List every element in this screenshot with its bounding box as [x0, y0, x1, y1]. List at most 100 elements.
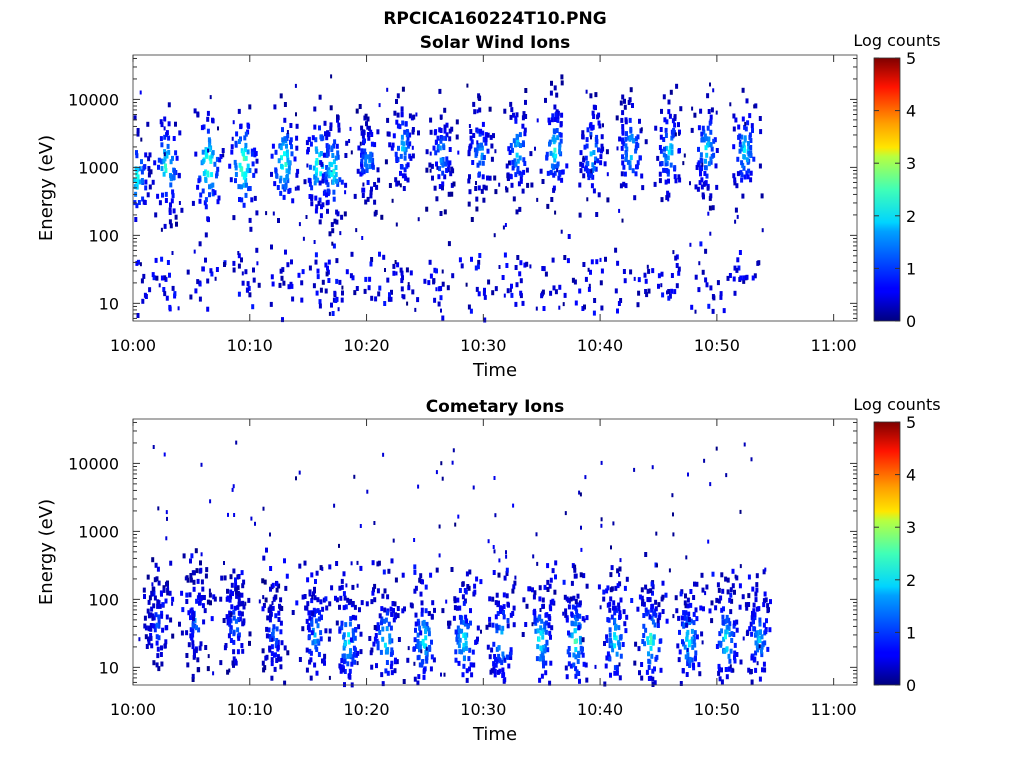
spectrogram-cell	[755, 587, 759, 593]
spectrogram-cell	[550, 117, 554, 123]
spectrogram-cell	[376, 129, 380, 135]
spectrogram-cell	[353, 635, 357, 641]
spectrogram-cell	[295, 172, 299, 178]
spectrogram-cell	[457, 150, 460, 155]
spectrogram-cell	[146, 192, 150, 198]
spectrogram-cell	[708, 608, 712, 614]
spectrogram-cell	[360, 148, 364, 154]
spectrogram-cell	[174, 214, 178, 220]
spectrogram-cell	[334, 165, 338, 170]
spectrogram-cell	[734, 219, 737, 224]
spectrogram-cell	[485, 624, 489, 630]
spectrogram-cell	[578, 212, 582, 218]
spectrogram-cell	[597, 120, 601, 126]
spectrogram-cell	[323, 660, 326, 666]
spectrogram-cell	[199, 560, 202, 566]
spectrogram-cell	[534, 628, 538, 634]
spectrogram-cell	[745, 170, 749, 176]
spectrogram-cell	[234, 162, 238, 168]
spectrogram-cell	[760, 634, 764, 640]
spectrogram-cell	[455, 605, 459, 611]
spectrogram-cell	[680, 615, 684, 621]
spectrogram-cell	[276, 639, 280, 645]
spectrogram-cell	[401, 146, 404, 152]
spectrogram-cell	[283, 177, 287, 183]
spectrogram-cell	[206, 306, 210, 312]
spectrogram-cell	[228, 668, 231, 673]
spectrogram-cell	[220, 575, 224, 581]
spectrogram-cell	[665, 119, 669, 125]
spectrogram-cell	[492, 641, 496, 647]
spectrogram-cell	[244, 147, 247, 153]
spectrogram-cell	[466, 624, 470, 630]
spectrogram-cell	[653, 622, 657, 628]
y-tick-label: 100	[88, 590, 119, 609]
spectrogram-cell	[206, 599, 210, 605]
spectrogram-cell	[343, 595, 347, 601]
spectrogram-cell	[523, 131, 527, 137]
spectrogram-cell	[514, 115, 518, 121]
spectrogram-cell	[236, 627, 240, 633]
spectrogram-cell	[407, 285, 411, 291]
spectrogram-cell	[735, 652, 739, 657]
spectrogram-cell	[584, 276, 588, 282]
spectrogram-cell	[270, 675, 274, 681]
spectrogram-cell	[348, 139, 351, 143]
spectrogram-cell	[491, 596, 495, 602]
spectrogram-cell	[381, 626, 385, 632]
spectrogram-cell	[573, 628, 577, 634]
spectrogram-cell	[279, 620, 283, 626]
spectrogram-cell	[201, 149, 205, 155]
spectrogram-cell	[167, 135, 171, 141]
spectrogram-cell	[330, 162, 334, 168]
spectrogram-cell	[435, 161, 438, 167]
spectrogram-cell	[732, 623, 736, 629]
spectrogram-cell	[721, 588, 725, 594]
spectrogram-cell	[539, 625, 543, 631]
spectrogram-cell	[416, 639, 420, 644]
spectrogram-cell	[251, 161, 255, 167]
spectrogram-cell	[169, 159, 173, 165]
spectrogram-cell	[286, 157, 290, 163]
spectrogram-cell	[177, 172, 181, 178]
spectrogram-cell	[192, 579, 196, 585]
spectrogram-cell	[148, 184, 152, 190]
spectrogram-cell	[629, 126, 633, 132]
spectrogram-cell	[441, 476, 444, 481]
spectrogram-cell	[549, 634, 552, 640]
spectrogram-cell	[198, 296, 202, 302]
spectrogram-cell	[454, 649, 458, 655]
spectrogram-cell	[664, 168, 668, 173]
spectrogram-cell	[573, 621, 577, 627]
spectrogram-cell	[430, 639, 433, 645]
spectrogram-cell	[231, 136, 234, 141]
spectrogram-cell	[657, 647, 661, 653]
spectrogram-cell	[640, 127, 643, 132]
spectrogram-cell	[400, 270, 404, 276]
spectrogram-cell	[707, 303, 711, 309]
spectrogram-cell	[204, 152, 208, 158]
spectrogram-cell	[463, 632, 467, 638]
spectrogram-cell	[242, 604, 246, 610]
spectrogram-cell	[482, 184, 486, 190]
spectrogram-cell	[360, 164, 364, 170]
spectrogram-cell	[654, 599, 658, 605]
spectrogram-cell	[467, 304, 471, 310]
spectrogram-cell	[739, 509, 742, 514]
spectrogram-cell	[438, 145, 442, 151]
spectrogram-cell	[633, 276, 636, 281]
spectrogram-cell	[364, 157, 368, 163]
spectrogram-cell	[270, 661, 274, 667]
spectrogram-cell	[684, 654, 688, 660]
spectrogram-cell	[311, 640, 315, 646]
spectrogram-cell	[443, 672, 446, 677]
spectrogram-cell	[327, 636, 331, 642]
spectrogram-cell	[590, 259, 594, 265]
spectrogram-cell	[451, 273, 455, 279]
spectrogram-cell	[462, 647, 465, 653]
spectrogram-cell	[508, 150, 512, 155]
spectrogram-cell	[505, 554, 508, 559]
spectrogram-cell	[480, 188, 484, 194]
spectrogram-cell	[755, 573, 759, 579]
spectrogram-cell	[373, 142, 377, 148]
